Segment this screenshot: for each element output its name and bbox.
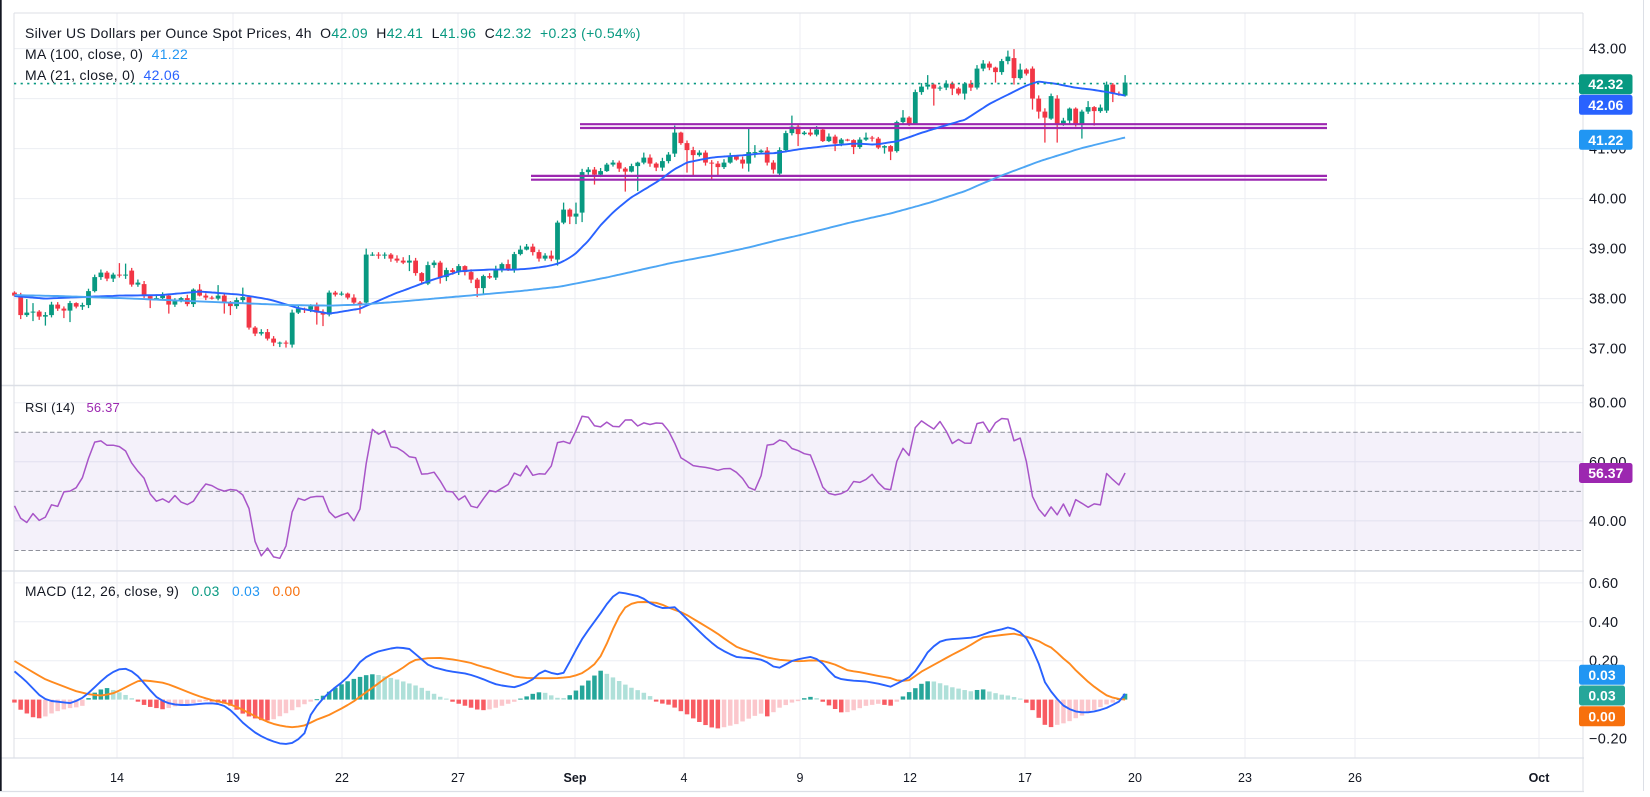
svg-text:80.00: 80.00 xyxy=(1589,396,1627,412)
svg-text:4: 4 xyxy=(681,771,688,785)
svg-text:Sep: Sep xyxy=(564,771,587,785)
svg-text:42.06: 42.06 xyxy=(1588,97,1623,113)
svg-text:Silver US Dollars per Ounce Sp: Silver US Dollars per Ounce Spot Prices,… xyxy=(25,25,641,41)
svg-text:22: 22 xyxy=(335,771,349,785)
svg-text:20: 20 xyxy=(1128,771,1142,785)
svg-text:19: 19 xyxy=(226,771,240,785)
svg-text:12: 12 xyxy=(903,771,917,785)
svg-text:38.00: 38.00 xyxy=(1589,292,1627,308)
svg-text:Oct: Oct xyxy=(1529,771,1551,785)
svg-text:43.00: 43.00 xyxy=(1589,42,1627,58)
svg-text:MA (21, close, 0) 42.06: MA (21, close, 0) 42.06 xyxy=(25,67,180,83)
svg-text:MACD (12, 26, close, 9) 0.03: MACD (12, 26, close, 9) 0.03 0.03 0.00 xyxy=(25,584,301,599)
svg-text:−0.20: −0.20 xyxy=(1589,732,1627,748)
svg-text:0.40: 0.40 xyxy=(1589,615,1618,631)
svg-text:0.00: 0.00 xyxy=(1588,708,1615,724)
svg-text:26: 26 xyxy=(1348,771,1362,785)
svg-text:0.60: 0.60 xyxy=(1589,576,1618,592)
svg-text:0.03: 0.03 xyxy=(1588,667,1615,683)
svg-text:40.00: 40.00 xyxy=(1589,192,1627,208)
svg-text:23: 23 xyxy=(1238,771,1252,785)
svg-text:37.00: 37.00 xyxy=(1589,342,1627,358)
svg-text:42.32: 42.32 xyxy=(1588,76,1623,92)
svg-text:9: 9 xyxy=(797,771,804,785)
svg-text:14: 14 xyxy=(110,771,124,785)
svg-text:41.22: 41.22 xyxy=(1588,132,1623,148)
svg-text:40.00: 40.00 xyxy=(1589,514,1627,530)
svg-text:17: 17 xyxy=(1018,771,1032,785)
svg-text:56.37: 56.37 xyxy=(1588,465,1623,481)
svg-text:39.00: 39.00 xyxy=(1589,242,1627,258)
svg-text:0.03: 0.03 xyxy=(1588,688,1615,704)
svg-text:27: 27 xyxy=(451,771,465,785)
svg-text:MA (100, close, 0) 41.22: MA (100, close, 0) 41.22 xyxy=(25,46,188,62)
svg-text:RSI (14) 56.37: RSI (14) 56.37 xyxy=(25,400,120,415)
